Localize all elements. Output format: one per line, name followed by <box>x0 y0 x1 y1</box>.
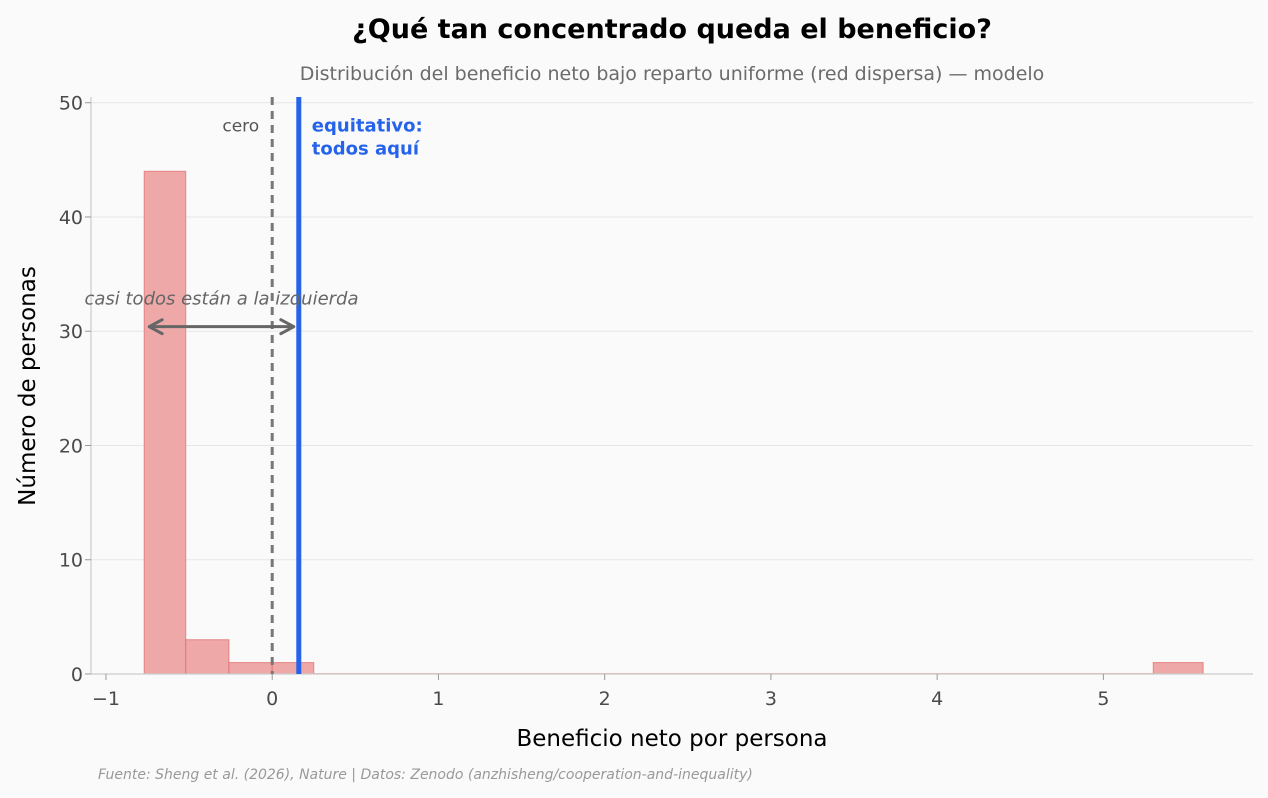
x-ticks: −1 0 1 2 3 4 5 <box>92 674 1109 710</box>
x-tick-label: −1 <box>92 688 120 710</box>
y-tick-label: 30 <box>59 321 83 343</box>
histogram-bar <box>228 662 273 675</box>
gridlines <box>91 102 1253 561</box>
equitable-label-line1: equitativo: <box>312 116 423 137</box>
chart-subtitle: Distribución del beneficio neto bajo rep… <box>300 63 1045 85</box>
y-axis-label: Número de personas <box>15 266 41 506</box>
x-tick-label: 4 <box>931 688 943 710</box>
x-tick-label: 0 <box>266 688 278 710</box>
arrow-head-left <box>147 318 164 336</box>
histogram-bar <box>1152 662 1204 675</box>
y-tick-label: 0 <box>71 664 83 686</box>
source-note: Fuente: Sheng et al. (2026), Nature | Da… <box>98 767 753 783</box>
histogram-bars <box>143 170 1204 675</box>
y-tick-label: 20 <box>59 435 83 457</box>
annotation-text: casi todos están a la izquierda <box>84 289 358 310</box>
histogram-bar <box>185 639 230 675</box>
chart-title: ¿Qué tan concentrado queda el beneficio? <box>352 14 992 45</box>
x-tick-label: 1 <box>432 688 444 710</box>
equitable-label-line2: todos aquí <box>312 138 420 159</box>
x-tick-label: 5 <box>1097 688 1109 710</box>
y-tick-label: 10 <box>59 550 83 572</box>
histogram-bar <box>143 170 187 675</box>
y-tick-label: 40 <box>59 207 83 229</box>
arrow-head-right <box>279 318 296 336</box>
x-tick-label: 2 <box>599 688 611 710</box>
axes <box>90 97 1253 675</box>
x-tick-label: 3 <box>765 688 777 710</box>
y-ticks: 0 10 20 30 40 50 <box>59 93 91 686</box>
histogram-bar <box>271 662 315 675</box>
y-tick-label: 50 <box>59 93 83 115</box>
zero-label: cero <box>222 117 259 137</box>
annotation-arrow <box>147 318 296 336</box>
x-axis-label: Beneficio neto por persona <box>516 726 827 752</box>
